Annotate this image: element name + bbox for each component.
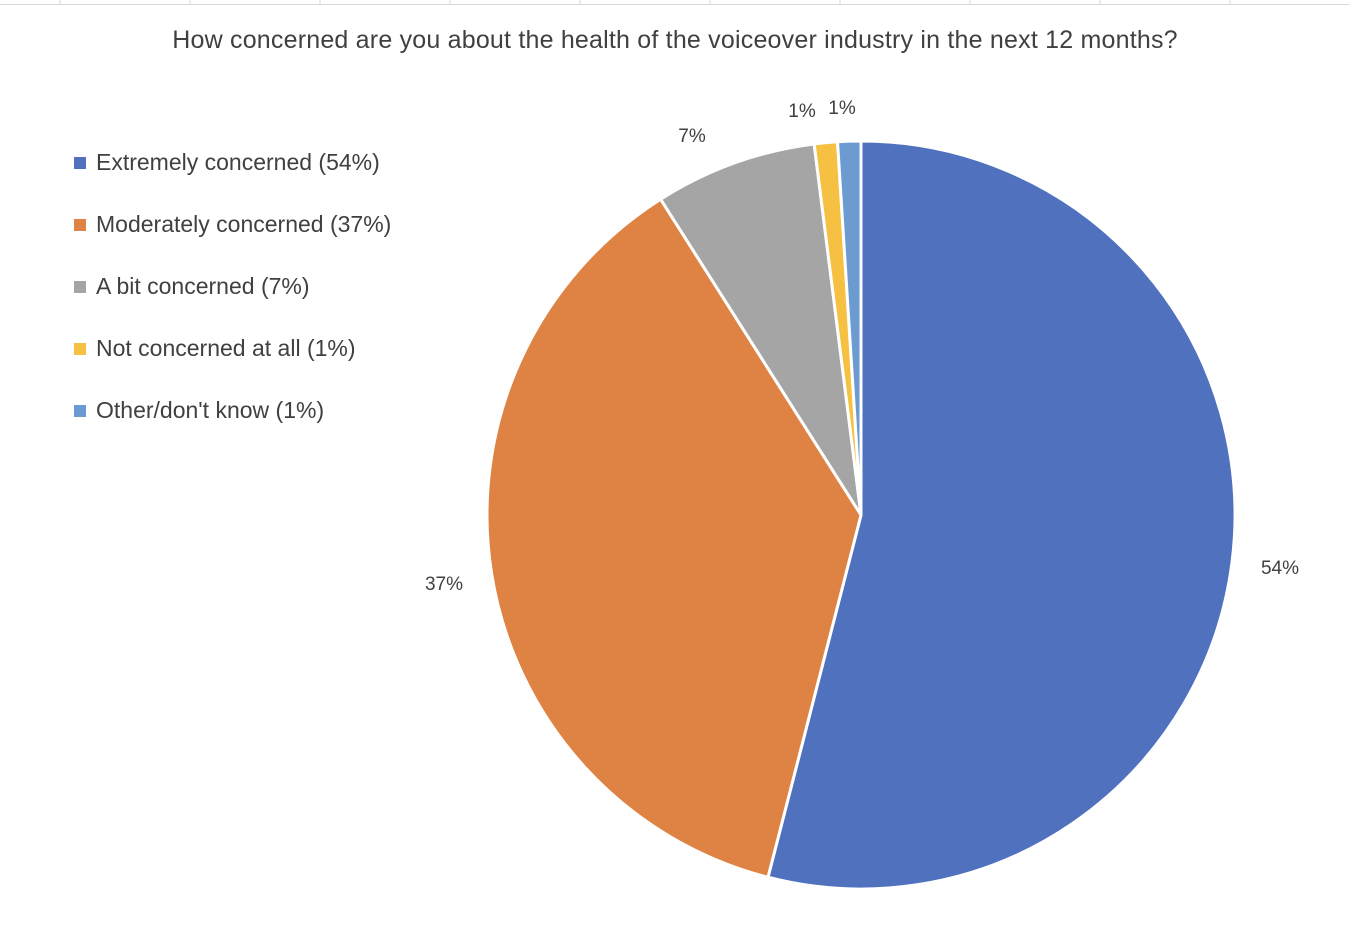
legend-label: Moderately concerned (37%) <box>96 211 392 237</box>
data-label: 1% <box>828 98 856 119</box>
legend-swatch <box>74 219 86 231</box>
legend-label: Not concerned at all (1%) <box>96 335 356 361</box>
data-label: 54% <box>1261 558 1299 579</box>
legend-label: Other/don't know (1%) <box>96 397 325 423</box>
legend-swatch <box>74 281 86 293</box>
legend-swatch <box>74 405 86 417</box>
legend-swatch <box>74 343 86 355</box>
pie-slice <box>835 139 863 516</box>
chart-title: How concerned are you about the health o… <box>172 26 1178 54</box>
legend-swatch <box>74 157 86 169</box>
pie-slices <box>485 139 1237 891</box>
legend: Extremely concerned (54%) Moderately conc… <box>74 146 391 456</box>
legend-item: Not concerned at all (1%) <box>74 332 391 394</box>
legend-item: A bit concerned (7%) <box>74 270 391 332</box>
legend-item: Moderately concerned (37%) <box>74 208 391 270</box>
pie-slice <box>766 139 1237 891</box>
legend-item: Other/don't know (1%) <box>74 394 391 456</box>
data-label: 7% <box>678 126 706 147</box>
data-label: 1% <box>788 101 816 122</box>
top-gridlines <box>0 0 1350 5</box>
legend-item: Extremely concerned (54%) <box>74 146 391 208</box>
data-labels: 54% 37% 7% 1% 1% <box>425 98 1299 595</box>
data-label: 37% <box>425 574 463 595</box>
legend-label: Extremely concerned (54%) <box>96 149 380 175</box>
legend-label: A bit concerned (7%) <box>96 273 310 299</box>
pie-slice <box>658 142 863 516</box>
